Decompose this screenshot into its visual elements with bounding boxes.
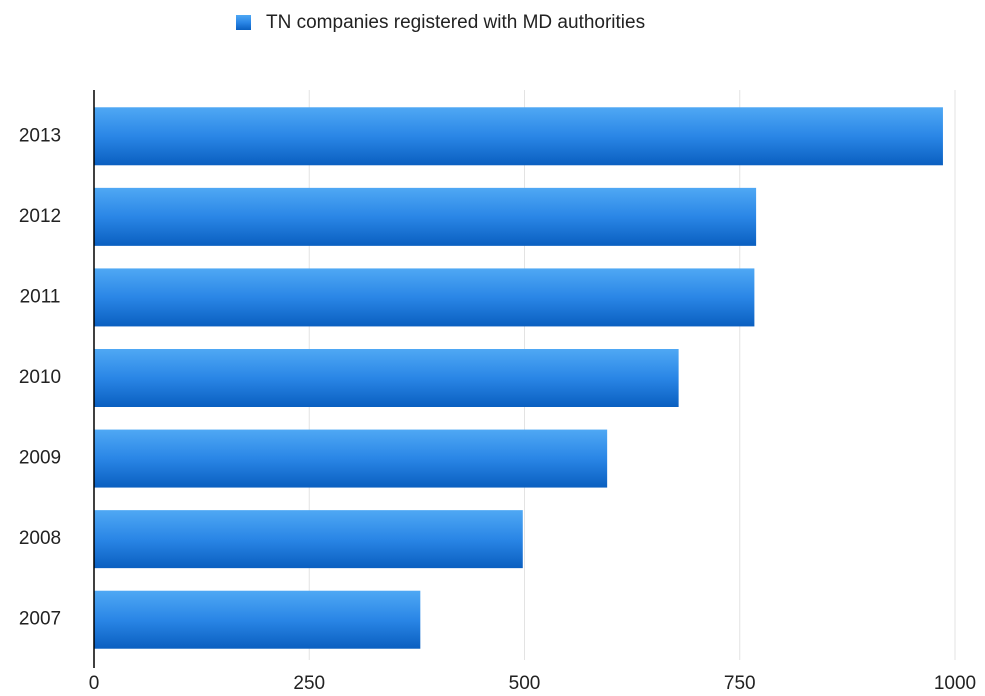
x-tick-label: 1000 [934, 673, 976, 694]
bar [94, 590, 421, 649]
legend: TN companies registered with MD authorit… [236, 12, 645, 33]
x-tick-label: 500 [509, 673, 541, 694]
y-tick-label: 2012 [19, 206, 61, 227]
bar [94, 349, 679, 407]
bar [94, 107, 943, 166]
bar [94, 268, 755, 327]
y-tick-label: 2009 [19, 448, 61, 469]
bar [94, 429, 608, 488]
bar [94, 510, 523, 569]
bar [94, 187, 757, 246]
x-tick-label: 250 [293, 673, 325, 694]
legend-label: TN companies registered with MD authorit… [266, 12, 645, 33]
x-tick-label: 750 [724, 673, 756, 694]
y-tick-label: 2008 [19, 528, 61, 549]
y-tick-label: 2011 [20, 286, 61, 307]
x-tick-label: 0 [89, 673, 100, 694]
y-tick-label: 2010 [19, 367, 61, 388]
legend-swatch [236, 15, 251, 30]
y-tick-label: 2007 [19, 609, 61, 630]
y-tick-label: 2013 [19, 125, 61, 146]
